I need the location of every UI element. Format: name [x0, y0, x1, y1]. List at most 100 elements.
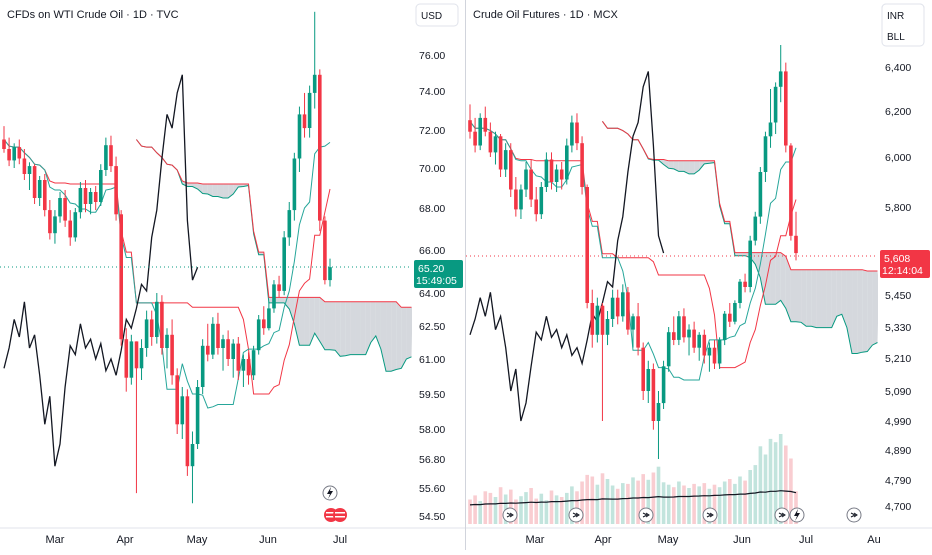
flag-stripe — [335, 516, 345, 518]
volume-bar — [687, 488, 691, 524]
candle — [312, 11, 317, 109]
candle-body — [206, 345, 210, 355]
candle-body — [738, 281, 742, 303]
lightning-icon[interactable] — [789, 507, 805, 523]
fast-forward-glyph — [706, 512, 714, 518]
candle — [297, 106, 302, 172]
candle — [246, 352, 251, 385]
y-tick-label: 6,000 — [885, 152, 911, 164]
volume-bar — [661, 482, 666, 524]
y-tick-label: 4,790 — [885, 475, 911, 487]
earnings-event-icon[interactable] — [638, 507, 654, 523]
y-tick-label: 4,990 — [885, 416, 911, 428]
candle-body — [48, 210, 52, 234]
candle — [287, 202, 292, 246]
candle — [129, 334, 134, 385]
price-axis[interactable]: 6,4006,2006,0005,8005,6005,4505,3305,210… — [878, 0, 932, 528]
candle-body — [672, 332, 676, 340]
candle-body — [488, 131, 493, 153]
candle-body — [93, 192, 98, 202]
candle — [139, 339, 144, 380]
candle-body — [519, 189, 523, 210]
candle-body — [773, 86, 778, 123]
candle — [185, 389, 190, 476]
volume-bar — [728, 479, 732, 524]
candle — [7, 137, 11, 167]
volume-bar — [539, 493, 544, 524]
candle — [580, 136, 584, 195]
candle-body — [585, 187, 589, 303]
candle-body — [605, 319, 610, 335]
y-tick-label: 5,800 — [885, 202, 911, 214]
earnings-event-icon[interactable] — [846, 507, 862, 523]
volume-bar — [758, 446, 763, 524]
candle — [498, 134, 503, 177]
y-tick-label: 62.50 — [419, 321, 445, 333]
cloud-segment — [841, 269, 847, 328]
price-axis[interactable]: 76.00 74.00 72.00 70.00 68.00 66.00 64.00 62.50… — [412, 0, 465, 528]
candle — [656, 391, 661, 459]
candle-body — [722, 313, 727, 340]
candle — [473, 117, 477, 153]
cloud-segment — [355, 301, 361, 355]
earnings-event-icon[interactable] — [568, 507, 584, 523]
volume-bar — [549, 490, 554, 524]
lightning-glyph — [327, 487, 333, 499]
time-axis[interactable]: Mar Apr May Jun Jul Au — [466, 527, 932, 546]
candle — [483, 106, 488, 137]
candle — [687, 324, 691, 356]
panel-mcx[interactable]: Crude Oil Futures · 1D · MCX 6,400 6,200 6,… — [466, 0, 932, 546]
event-markers[interactable] — [502, 507, 862, 523]
last-price-value: 65.20 — [418, 263, 444, 275]
volume-bar — [615, 488, 620, 524]
volume-bar — [621, 483, 625, 524]
cloud-segment — [335, 301, 341, 357]
candle-body — [144, 319, 149, 348]
x-tick-label: May — [187, 534, 208, 546]
candle — [27, 162, 32, 190]
candle-body — [717, 339, 722, 364]
candle-body — [580, 143, 584, 187]
time-axis[interactable]: Mar Apr May Jun Jul — [0, 527, 465, 546]
candle — [43, 174, 47, 217]
volume-bar — [773, 442, 778, 524]
panel-separator — [465, 0, 466, 550]
candle — [539, 182, 544, 219]
candle — [134, 341, 139, 494]
candle-body — [778, 71, 783, 87]
candle — [63, 190, 67, 227]
y-tick-label: 6,200 — [885, 106, 911, 118]
currency-button[interactable]: USD — [415, 3, 459, 27]
candle — [216, 312, 220, 355]
cloud-segment — [811, 269, 817, 328]
x-tick-label: Mar — [46, 534, 65, 546]
volume-bar — [565, 492, 569, 524]
candle — [559, 162, 564, 190]
candle-body — [58, 198, 62, 217]
cloud-segment — [345, 301, 351, 356]
earnings-event-icon[interactable] — [774, 507, 790, 523]
event-markers[interactable] — [322, 485, 347, 522]
candle-body — [195, 387, 200, 444]
candle — [778, 45, 783, 103]
candle — [549, 152, 554, 190]
y-tick-label: 4,700 — [885, 501, 911, 513]
volume-bar — [702, 483, 707, 524]
us-flag-icon[interactable] — [324, 508, 347, 522]
earnings-event-icon[interactable] — [702, 507, 718, 523]
candle — [478, 113, 482, 151]
earnings-event-icon[interactable] — [502, 507, 518, 523]
cloud-segment — [370, 301, 376, 343]
lightning-icon[interactable] — [322, 485, 338, 501]
candle-body — [748, 240, 752, 287]
last-price-badge-bg — [880, 250, 930, 278]
cloud-segment — [821, 269, 827, 328]
currency-button[interactable]: INRINRBLL — [881, 3, 925, 47]
candle-body — [12, 147, 16, 161]
volume-bar — [743, 480, 747, 524]
candle — [738, 279, 742, 309]
cloud-segment — [673, 160, 679, 172]
panel-wti[interactable]: CFDs on WTI Crude Oil · 1D · TVC 76.00 74.… — [0, 0, 465, 546]
